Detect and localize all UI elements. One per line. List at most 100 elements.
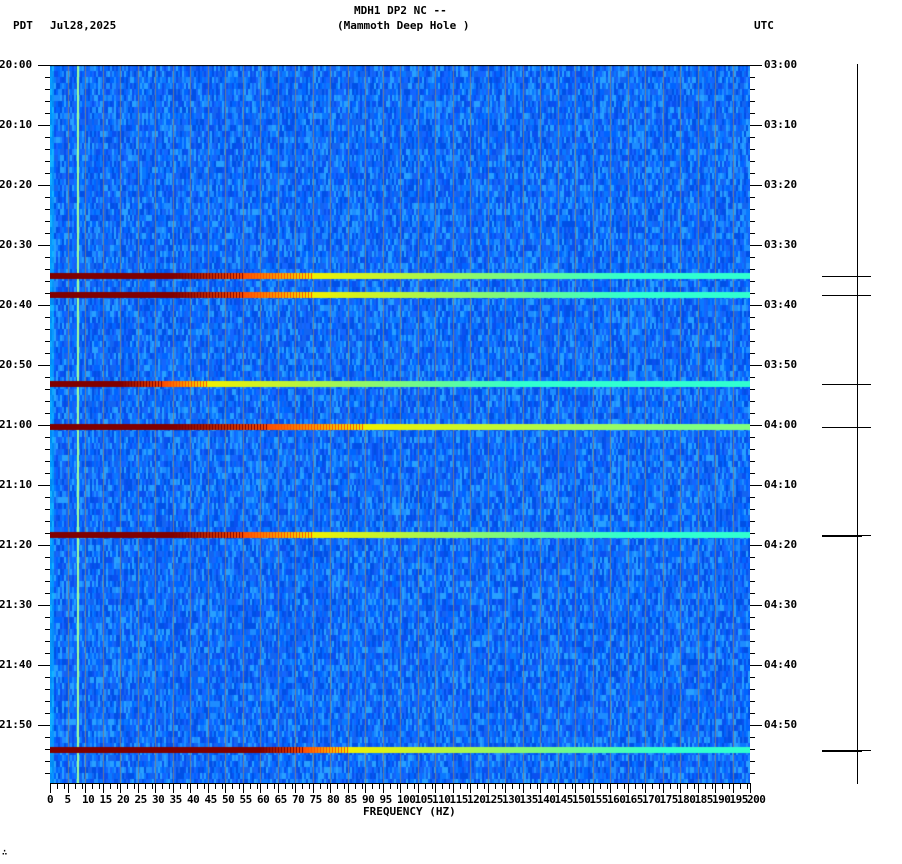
y-tick-label-left: 20:50 xyxy=(0,358,33,371)
y-tick-right xyxy=(750,425,762,426)
x-tick-label: 20 xyxy=(117,793,130,806)
x-tick xyxy=(99,783,100,789)
y-tick-left xyxy=(45,449,50,450)
x-tick xyxy=(397,783,398,789)
y-tick-left xyxy=(45,773,50,774)
x-tick xyxy=(180,783,181,789)
y-tick-right xyxy=(750,233,755,234)
y-tick-left xyxy=(45,497,50,498)
y-tick-left xyxy=(45,677,50,678)
y-tick-right xyxy=(750,605,762,606)
y-tick-right xyxy=(750,89,755,90)
x-tick xyxy=(204,783,205,789)
x-tick xyxy=(722,783,723,789)
y-tick-right xyxy=(750,509,755,510)
x-tick-label: 175 xyxy=(659,793,679,806)
y-tick-right xyxy=(750,161,755,162)
y-tick-left xyxy=(45,101,50,102)
y-tick-left xyxy=(38,485,50,486)
y-tick-right xyxy=(750,557,755,558)
y-tick-right xyxy=(750,221,755,222)
x-tick-label: 165 xyxy=(624,793,644,806)
y-tick-left xyxy=(38,725,50,726)
x-tick xyxy=(540,783,541,793)
right-timezone-label: UTC xyxy=(754,19,774,32)
y-tick-left xyxy=(45,377,50,378)
y-tick-right xyxy=(750,269,755,270)
y-tick-left xyxy=(45,341,50,342)
y-tick-label-right: 04:10 xyxy=(764,478,798,491)
x-tick xyxy=(155,783,156,793)
x-tick xyxy=(57,783,58,789)
event-marker xyxy=(822,750,862,752)
y-tick-left xyxy=(45,533,50,534)
y-tick-label-left: 21:10 xyxy=(0,478,33,491)
x-tick xyxy=(383,783,384,793)
x-tick-label: 125 xyxy=(484,793,504,806)
y-tick-left xyxy=(45,437,50,438)
x-tick xyxy=(257,783,258,789)
y-tick-right xyxy=(750,641,755,642)
y-tick-left xyxy=(45,401,50,402)
x-tick xyxy=(530,783,531,789)
x-tick xyxy=(670,783,671,789)
y-tick-left xyxy=(45,581,50,582)
x-tick xyxy=(740,783,741,789)
y-tick-right xyxy=(750,245,762,246)
y-tick-left xyxy=(45,197,50,198)
x-tick xyxy=(285,783,286,789)
x-tick xyxy=(558,783,559,793)
x-tick xyxy=(390,783,391,789)
x-tick xyxy=(232,783,233,789)
y-tick-left xyxy=(45,269,50,270)
x-tick xyxy=(663,783,664,793)
y-tick-left xyxy=(38,185,50,186)
x-tick xyxy=(379,783,380,789)
y-tick-right xyxy=(750,749,755,750)
y-tick-right xyxy=(750,413,755,414)
x-tick xyxy=(449,783,450,789)
x-tick xyxy=(103,783,104,793)
event-marker xyxy=(822,384,871,385)
y-tick-label-left: 20:00 xyxy=(0,58,33,71)
event-marker xyxy=(822,427,871,428)
x-tick xyxy=(694,783,695,789)
x-tick xyxy=(502,783,503,789)
y-tick-right xyxy=(750,545,762,546)
y-tick-label-right: 03:10 xyxy=(764,118,798,131)
x-tick-label: 10 xyxy=(82,793,95,806)
y-tick-left xyxy=(45,173,50,174)
y-tick-left xyxy=(45,89,50,90)
x-tick xyxy=(624,783,625,789)
x-axis-label: FREQUENCY (HZ) xyxy=(363,805,456,818)
x-tick xyxy=(645,783,646,793)
x-tick xyxy=(120,783,121,793)
y-tick-right xyxy=(750,761,755,762)
x-tick xyxy=(138,783,139,793)
x-tick-label: 140 xyxy=(537,793,556,806)
y-tick-right xyxy=(750,173,755,174)
y-tick-right xyxy=(750,137,755,138)
x-tick xyxy=(127,783,128,789)
y-tick-left xyxy=(45,257,50,258)
y-tick-right xyxy=(750,581,755,582)
x-tick xyxy=(705,783,706,789)
y-tick-left xyxy=(45,461,50,462)
y-tick-right xyxy=(750,497,755,498)
x-tick xyxy=(442,783,443,789)
x-tick-label: 150 xyxy=(572,793,591,806)
x-tick-label: 100 xyxy=(397,793,416,806)
x-tick xyxy=(145,783,146,789)
y-tick-right xyxy=(750,365,762,366)
x-tick xyxy=(215,783,216,789)
y-tick-left xyxy=(45,113,50,114)
y-tick-left xyxy=(45,593,50,594)
y-tick-left xyxy=(38,665,50,666)
x-tick xyxy=(418,783,419,793)
y-tick-left xyxy=(38,605,50,606)
spectrogram-canvas xyxy=(50,65,750,783)
y-tick-label-right: 03:40 xyxy=(764,298,798,311)
x-tick xyxy=(260,783,261,793)
x-tick xyxy=(589,783,590,789)
x-tick xyxy=(134,783,135,789)
